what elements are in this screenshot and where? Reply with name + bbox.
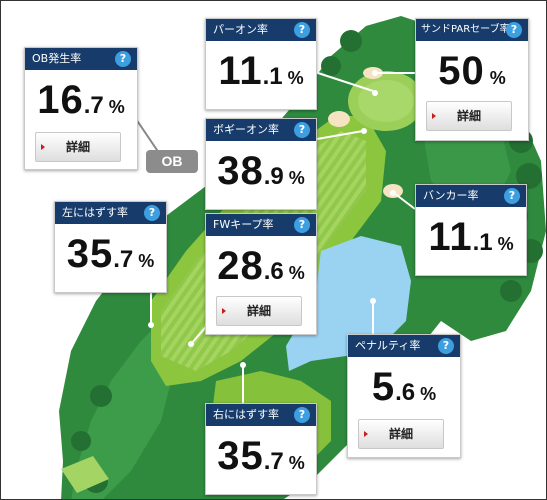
- stat-unit: %: [489, 68, 506, 88]
- stat-dec: .7: [263, 448, 284, 475]
- red-triangle-arrow-icon: [364, 431, 368, 437]
- detail-button-fw-keep[interactable]: 詳細: [216, 296, 302, 326]
- stat-value: 38.9%: [206, 149, 316, 194]
- red-triangle-arrow-icon: [41, 144, 45, 150]
- card-sand-save-rate: サンドPARセーブ率 ? 50% 詳細: [415, 18, 529, 141]
- card-label: FWキープ率: [213, 218, 274, 231]
- stat-value: 11.1%: [416, 215, 526, 260]
- stat-unit: %: [138, 251, 155, 271]
- card-label: OB発生率: [32, 52, 82, 65]
- card-left-miss-rate-header: 左にはずす率 ?: [55, 202, 166, 224]
- detail-button-ob[interactable]: 詳細: [35, 132, 121, 162]
- stat-unit: %: [288, 453, 305, 473]
- bunker-2: [328, 111, 350, 127]
- connector-dots: [148, 70, 396, 368]
- stat-value: 35.7%: [55, 232, 166, 277]
- card-right-miss-rate-header: 右にはずす率 ?: [206, 404, 316, 426]
- card-bunker-rate-header: バンカー率 ?: [416, 185, 526, 207]
- card-right-miss-rate: 右にはずす率 ? 35.7%: [205, 403, 317, 495]
- stat-int: 11: [428, 215, 473, 259]
- help-icon[interactable]: ?: [294, 407, 310, 423]
- stat-int: 50: [438, 49, 485, 93]
- stat-dec: .9: [263, 163, 284, 190]
- stat-value: 16.7%: [25, 78, 137, 123]
- button-label: 詳細: [388, 427, 413, 441]
- card-label: サンドPARセーブ率: [421, 24, 510, 35]
- stat-int: 28: [217, 244, 264, 288]
- stat-dec: .1: [262, 63, 283, 90]
- card-label: ボギーオン率: [213, 123, 279, 136]
- card-label: パーオン率: [213, 23, 268, 36]
- stat-unit: %: [288, 168, 305, 188]
- card-penalty-rate: ペナルティ率 ? 5.6% 詳細: [347, 334, 461, 458]
- help-icon[interactable]: ?: [115, 51, 131, 67]
- help-icon[interactable]: ?: [506, 22, 522, 38]
- card-bunker-rate: バンカー率 ? 11.1%: [415, 184, 527, 276]
- card-par-on-rate-header: パーオン率 ?: [206, 19, 316, 41]
- button-label: 詳細: [246, 304, 271, 318]
- card-penalty-rate-header: ペナルティ率 ?: [348, 335, 460, 357]
- stat-dec: .1: [472, 229, 493, 256]
- card-label: 左にはずす率: [62, 206, 128, 219]
- help-icon[interactable]: ?: [294, 217, 310, 233]
- stat-int: 5: [371, 365, 396, 409]
- help-icon[interactable]: ?: [294, 122, 310, 138]
- detail-button-penalty[interactable]: 詳細: [358, 419, 444, 449]
- stat-int: 16: [37, 78, 84, 122]
- card-ob-rate: OB発生率 ? 16.7% 詳細: [24, 47, 138, 170]
- help-icon[interactable]: ?: [438, 338, 454, 354]
- stat-int: 38: [217, 149, 264, 193]
- card-label: 右にはずす率: [213, 408, 279, 421]
- card-bogey-on-rate-header: ボギーオン率 ?: [206, 119, 316, 141]
- stat-value: 5.6%: [348, 365, 460, 410]
- card-ob-rate-header: OB発生率 ?: [25, 48, 137, 70]
- button-label: 詳細: [65, 140, 90, 154]
- stat-value: 11.1%: [206, 49, 316, 94]
- help-icon[interactable]: ?: [294, 22, 310, 38]
- card-label: バンカー率: [423, 189, 479, 202]
- card-fw-keep-rate-header: FWキープ率 ?: [206, 214, 316, 236]
- rough-light-patches: [71, 321, 176, 499]
- red-triangle-arrow-icon: [432, 113, 436, 119]
- card-fw-keep-rate: FWキープ率 ? 28.6% 詳細: [205, 213, 317, 335]
- stat-unit: %: [497, 234, 514, 254]
- stat-int: 35: [66, 232, 114, 276]
- tee-box: [61, 456, 109, 493]
- stat-int: 11: [218, 49, 263, 93]
- help-icon[interactable]: ?: [144, 205, 160, 221]
- card-bogey-on-rate: ボギーオン率 ? 38.9%: [205, 118, 317, 210]
- detail-button-sand-save[interactable]: 詳細: [426, 101, 512, 131]
- stat-dec: .7: [83, 92, 104, 119]
- card-sand-save-rate-header: サンドPARセーブ率 ?: [416, 19, 528, 41]
- button-label: 詳細: [456, 109, 481, 123]
- help-icon[interactable]: ?: [504, 188, 520, 204]
- stat-unit: %: [288, 263, 305, 283]
- stat-value: 50%: [416, 49, 528, 94]
- red-triangle-arrow-icon: [222, 308, 226, 314]
- connector-lines: [150, 72, 416, 403]
- stat-unit: %: [420, 384, 437, 404]
- stat-dec: .7: [113, 246, 134, 273]
- card-label: ペナルティ率: [355, 339, 421, 352]
- stat-value: 35.7%: [206, 434, 316, 479]
- stat-dec: .6: [395, 379, 416, 406]
- stat-value: 28.6%: [206, 244, 316, 289]
- card-par-on-rate: パーオン率 ? 11.1%: [205, 18, 317, 110]
- stat-unit: %: [287, 68, 304, 88]
- card-left-miss-rate: 左にはずす率 ? 35.7%: [54, 201, 167, 293]
- stat-int: 35: [217, 434, 264, 478]
- stat-unit: %: [108, 97, 125, 117]
- ob-connector: [135, 118, 160, 154]
- ob-badge: OB: [146, 150, 198, 173]
- stat-dec: .6: [263, 258, 284, 285]
